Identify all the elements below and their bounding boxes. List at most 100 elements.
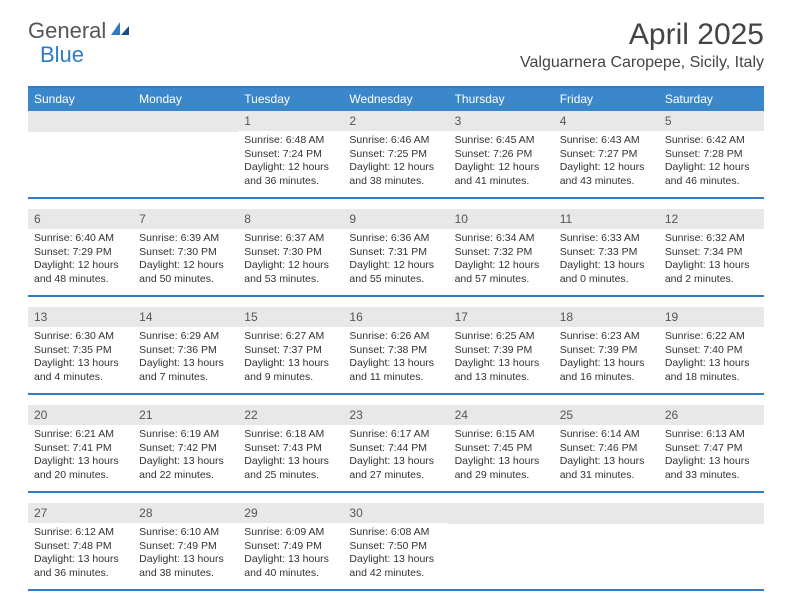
empty-day-number — [659, 503, 764, 524]
page-title: April 2025 — [520, 18, 764, 52]
weekday-header-row: SundayMondayTuesdayWednesdayThursdayFrid… — [28, 88, 764, 111]
day-cell: 22Sunrise: 6:18 AMSunset: 7:43 PMDayligh… — [238, 405, 343, 491]
week-spacer — [28, 493, 764, 503]
day-number: 4 — [554, 111, 659, 131]
day-cell: 5Sunrise: 6:42 AMSunset: 7:28 PMDaylight… — [659, 111, 764, 197]
day-number: 2 — [343, 111, 448, 131]
day-number: 8 — [238, 209, 343, 229]
daylight-line: Daylight: 12 hours and 36 minutes. — [244, 161, 337, 188]
sunrise-line: Sunrise: 6:13 AM — [665, 428, 758, 442]
sunset-line: Sunset: 7:48 PM — [34, 540, 127, 554]
day-number: 16 — [343, 307, 448, 327]
day-content: Sunrise: 6:33 AMSunset: 7:33 PMDaylight:… — [554, 229, 659, 292]
daylight-line: Daylight: 12 hours and 57 minutes. — [455, 259, 548, 286]
day-cell: 21Sunrise: 6:19 AMSunset: 7:42 PMDayligh… — [133, 405, 238, 491]
sunrise-line: Sunrise: 6:48 AM — [244, 134, 337, 148]
logo: General Blue — [28, 18, 131, 44]
daylight-line: Daylight: 13 hours and 11 minutes. — [349, 357, 442, 384]
sunrise-line: Sunrise: 6:19 AM — [139, 428, 232, 442]
sunrise-line: Sunrise: 6:21 AM — [34, 428, 127, 442]
daylight-line: Daylight: 13 hours and 7 minutes. — [139, 357, 232, 384]
daylight-line: Daylight: 13 hours and 42 minutes. — [349, 553, 442, 580]
sunrise-line: Sunrise: 6:43 AM — [560, 134, 653, 148]
day-number: 20 — [28, 405, 133, 425]
week-row: 1Sunrise: 6:48 AMSunset: 7:24 PMDaylight… — [28, 111, 764, 199]
header: General Blue April 2025 Valguarnera Caro… — [0, 0, 792, 80]
sunrise-line: Sunrise: 6:34 AM — [455, 232, 548, 246]
sunrise-line: Sunrise: 6:32 AM — [665, 232, 758, 246]
empty-day-number — [28, 111, 133, 132]
day-number: 6 — [28, 209, 133, 229]
daylight-line: Daylight: 13 hours and 22 minutes. — [139, 455, 232, 482]
day-cell: 13Sunrise: 6:30 AMSunset: 7:35 PMDayligh… — [28, 307, 133, 393]
day-cell: 16Sunrise: 6:26 AMSunset: 7:38 PMDayligh… — [343, 307, 448, 393]
weekday-header: Thursday — [449, 88, 554, 111]
day-content: Sunrise: 6:18 AMSunset: 7:43 PMDaylight:… — [238, 425, 343, 488]
daylight-line: Daylight: 13 hours and 18 minutes. — [665, 357, 758, 384]
title-block: April 2025 Valguarnera Caropepe, Sicily,… — [520, 18, 764, 72]
weekday-header: Wednesday — [343, 88, 448, 111]
location-label: Valguarnera Caropepe, Sicily, Italy — [520, 54, 764, 72]
day-content: Sunrise: 6:17 AMSunset: 7:44 PMDaylight:… — [343, 425, 448, 488]
day-cell: 26Sunrise: 6:13 AMSunset: 7:47 PMDayligh… — [659, 405, 764, 491]
sunset-line: Sunset: 7:43 PM — [244, 442, 337, 456]
day-cell: 11Sunrise: 6:33 AMSunset: 7:33 PMDayligh… — [554, 209, 659, 295]
day-content: Sunrise: 6:32 AMSunset: 7:34 PMDaylight:… — [659, 229, 764, 292]
sunrise-line: Sunrise: 6:29 AM — [139, 330, 232, 344]
day-number: 7 — [133, 209, 238, 229]
sunrise-line: Sunrise: 6:10 AM — [139, 526, 232, 540]
sunset-line: Sunset: 7:49 PM — [139, 540, 232, 554]
day-cell: 24Sunrise: 6:15 AMSunset: 7:45 PMDayligh… — [449, 405, 554, 491]
sunrise-line: Sunrise: 6:27 AM — [244, 330, 337, 344]
daylight-line: Daylight: 13 hours and 25 minutes. — [244, 455, 337, 482]
sunrise-line: Sunrise: 6:22 AM — [665, 330, 758, 344]
day-content: Sunrise: 6:37 AMSunset: 7:30 PMDaylight:… — [238, 229, 343, 292]
sunset-line: Sunset: 7:28 PM — [665, 148, 758, 162]
day-content: Sunrise: 6:21 AMSunset: 7:41 PMDaylight:… — [28, 425, 133, 488]
sunrise-line: Sunrise: 6:18 AM — [244, 428, 337, 442]
day-content: Sunrise: 6:40 AMSunset: 7:29 PMDaylight:… — [28, 229, 133, 292]
sunrise-line: Sunrise: 6:37 AM — [244, 232, 337, 246]
day-cell: 29Sunrise: 6:09 AMSunset: 7:49 PMDayligh… — [238, 503, 343, 589]
empty-day-number — [554, 503, 659, 524]
daylight-line: Daylight: 13 hours and 31 minutes. — [560, 455, 653, 482]
calendar: SundayMondayTuesdayWednesdayThursdayFrid… — [28, 86, 764, 591]
week-row: 20Sunrise: 6:21 AMSunset: 7:41 PMDayligh… — [28, 405, 764, 493]
sunset-line: Sunset: 7:39 PM — [455, 344, 548, 358]
day-number: 26 — [659, 405, 764, 425]
day-content: Sunrise: 6:08 AMSunset: 7:50 PMDaylight:… — [343, 523, 448, 586]
sunrise-line: Sunrise: 6:23 AM — [560, 330, 653, 344]
day-cell: 28Sunrise: 6:10 AMSunset: 7:49 PMDayligh… — [133, 503, 238, 589]
sunset-line: Sunset: 7:40 PM — [665, 344, 758, 358]
day-content: Sunrise: 6:46 AMSunset: 7:25 PMDaylight:… — [343, 131, 448, 194]
day-cell: 10Sunrise: 6:34 AMSunset: 7:32 PMDayligh… — [449, 209, 554, 295]
day-cell: 14Sunrise: 6:29 AMSunset: 7:36 PMDayligh… — [133, 307, 238, 393]
daylight-line: Daylight: 12 hours and 55 minutes. — [349, 259, 442, 286]
daylight-line: Daylight: 13 hours and 16 minutes. — [560, 357, 653, 384]
sunset-line: Sunset: 7:49 PM — [244, 540, 337, 554]
sunset-line: Sunset: 7:46 PM — [560, 442, 653, 456]
sunset-line: Sunset: 7:47 PM — [665, 442, 758, 456]
day-content: Sunrise: 6:42 AMSunset: 7:28 PMDaylight:… — [659, 131, 764, 194]
day-number: 19 — [659, 307, 764, 327]
day-number: 30 — [343, 503, 448, 523]
week-spacer — [28, 297, 764, 307]
day-content: Sunrise: 6:36 AMSunset: 7:31 PMDaylight:… — [343, 229, 448, 292]
week-row: 6Sunrise: 6:40 AMSunset: 7:29 PMDaylight… — [28, 209, 764, 297]
day-cell: 6Sunrise: 6:40 AMSunset: 7:29 PMDaylight… — [28, 209, 133, 295]
daylight-line: Daylight: 12 hours and 43 minutes. — [560, 161, 653, 188]
sunrise-line: Sunrise: 6:09 AM — [244, 526, 337, 540]
day-cell: 8Sunrise: 6:37 AMSunset: 7:30 PMDaylight… — [238, 209, 343, 295]
day-content: Sunrise: 6:34 AMSunset: 7:32 PMDaylight:… — [449, 229, 554, 292]
day-cell: 2Sunrise: 6:46 AMSunset: 7:25 PMDaylight… — [343, 111, 448, 197]
sunrise-line: Sunrise: 6:17 AM — [349, 428, 442, 442]
day-number: 17 — [449, 307, 554, 327]
sunrise-line: Sunrise: 6:25 AM — [455, 330, 548, 344]
day-number: 24 — [449, 405, 554, 425]
daylight-line: Daylight: 13 hours and 29 minutes. — [455, 455, 548, 482]
sunrise-line: Sunrise: 6:40 AM — [34, 232, 127, 246]
day-content: Sunrise: 6:15 AMSunset: 7:45 PMDaylight:… — [449, 425, 554, 488]
sunset-line: Sunset: 7:24 PM — [244, 148, 337, 162]
day-cell: 7Sunrise: 6:39 AMSunset: 7:30 PMDaylight… — [133, 209, 238, 295]
day-content: Sunrise: 6:26 AMSunset: 7:38 PMDaylight:… — [343, 327, 448, 390]
